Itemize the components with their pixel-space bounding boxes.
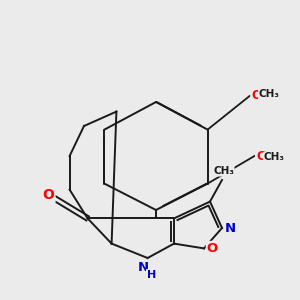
Text: CH₃: CH₃ [259,88,280,99]
Text: CH₃: CH₃ [213,166,234,176]
Text: CH₃: CH₃ [263,152,284,163]
Text: O: O [251,89,261,102]
Text: O: O [43,188,55,202]
Text: O: O [207,242,218,255]
Text: N: N [137,261,149,274]
Text: N: N [225,221,236,235]
Text: O: O [256,149,266,163]
Text: H: H [147,269,156,280]
